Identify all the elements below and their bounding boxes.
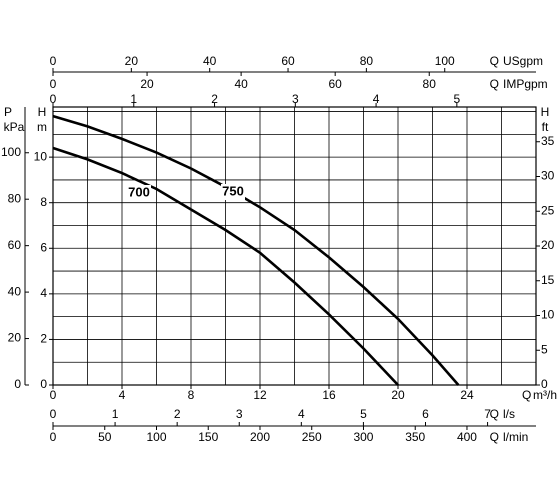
y-axis-name: H xyxy=(38,105,47,119)
x-tick-label: 24 xyxy=(460,388,474,402)
curve-label-bg xyxy=(127,185,151,201)
x2-tick-label: 3 xyxy=(236,407,243,421)
x2-tick-label: 20 xyxy=(140,77,154,91)
curve-label: 750 xyxy=(222,183,244,198)
x2-tick-label: 80 xyxy=(423,77,437,91)
y2-tick-label: 0 xyxy=(14,377,21,391)
x2-tick-label: 5 xyxy=(360,407,367,421)
curve-label: 700 xyxy=(128,184,150,199)
x2-tick-label: 5 xyxy=(454,92,461,106)
axis-unit: l/min xyxy=(503,430,528,444)
y2-tick-label: 100 xyxy=(1,145,21,159)
x2-tick-label: 1 xyxy=(112,407,119,421)
axis-unit: ft xyxy=(542,120,549,134)
x2-tick-label: 200 xyxy=(250,430,270,444)
y-tick-label: 8 xyxy=(40,195,47,209)
axis-name: H xyxy=(541,105,550,119)
x2-tick-label: 2 xyxy=(174,407,181,421)
y2-tick-label: 10 xyxy=(541,308,555,322)
curve-label-bg xyxy=(221,184,245,200)
curve xyxy=(52,114,460,386)
x-axis-unit: m³/h xyxy=(533,388,557,402)
x2-tick-label: 4 xyxy=(298,407,305,421)
x2-tick-label: 100 xyxy=(435,54,455,68)
x-tick-label: 0 xyxy=(50,388,57,402)
curve xyxy=(52,146,399,386)
axis-name: Q xyxy=(490,77,499,91)
y-tick-label: 0 xyxy=(40,377,47,391)
y-tick-label: 2 xyxy=(40,332,47,346)
x2-tick-label: 0 xyxy=(50,92,57,106)
x2-tick-label: 60 xyxy=(329,77,343,91)
y2-tick-label: 25 xyxy=(541,203,555,217)
x2-tick-label: 2 xyxy=(211,92,218,106)
x2-tick-label: 3 xyxy=(292,92,299,106)
y-tick-label: 10 xyxy=(34,149,48,163)
x2-tick-label: 50 xyxy=(98,430,112,444)
axis-name: Q xyxy=(490,54,499,68)
y2-tick-label: 0 xyxy=(541,377,548,391)
y2-tick-label: 80 xyxy=(8,191,22,205)
y2-tick-label: 15 xyxy=(541,273,555,287)
x2-tick-label: 0 xyxy=(50,77,57,91)
y2-tick-label: 20 xyxy=(541,238,555,252)
x2-tick-label: 1 xyxy=(130,92,137,106)
y2-tick-label: 60 xyxy=(8,238,22,252)
y-tick-label: 4 xyxy=(40,286,47,300)
y-tick-label: 6 xyxy=(40,240,47,254)
x2-tick-label: 6 xyxy=(422,407,429,421)
x2-tick-label: 350 xyxy=(405,430,425,444)
x-tick-label: 8 xyxy=(188,388,195,402)
y2-tick-label: 5 xyxy=(541,342,548,356)
y-axis-unit: m xyxy=(37,120,47,134)
y2-tick-label: 40 xyxy=(8,284,22,298)
axis-unit: l/s xyxy=(503,407,515,421)
axis-unit: kPa xyxy=(4,120,25,134)
y2-tick-label: 20 xyxy=(8,331,22,345)
x2-tick-label: 4 xyxy=(373,92,380,106)
x-tick-label: 4 xyxy=(119,388,126,402)
axis-name: Q xyxy=(490,430,499,444)
x-tick-label: 20 xyxy=(391,388,405,402)
x-axis-name: Q xyxy=(522,388,531,402)
axis-name: P xyxy=(4,105,12,119)
x2-tick-label: 40 xyxy=(234,77,248,91)
axis-name: Q xyxy=(490,407,499,421)
axis-unit: USgpm xyxy=(503,54,543,68)
x2-tick-label: 250 xyxy=(302,430,322,444)
x2-tick-label: 40 xyxy=(203,54,217,68)
x2-tick-label: 80 xyxy=(360,54,374,68)
x2-tick-label: 400 xyxy=(457,430,477,444)
x2-tick-label: 100 xyxy=(146,430,166,444)
x2-tick-label: 0 xyxy=(50,54,57,68)
x-tick-label: 12 xyxy=(253,388,267,402)
x2-tick-label: 150 xyxy=(198,430,218,444)
x-tick-label: 16 xyxy=(322,388,336,402)
axis-unit: IMPgpm xyxy=(503,77,548,91)
x2-tick-label: 7 xyxy=(484,407,491,421)
x2-tick-label: 60 xyxy=(281,54,295,68)
y2-tick-label: 30 xyxy=(541,169,555,183)
x2-tick-label: 0 xyxy=(50,407,57,421)
x2-tick-label: 20 xyxy=(125,54,139,68)
x2-tick-label: 0 xyxy=(50,430,57,444)
y2-tick-label: 35 xyxy=(541,134,555,148)
x2-tick-label: 300 xyxy=(353,430,373,444)
